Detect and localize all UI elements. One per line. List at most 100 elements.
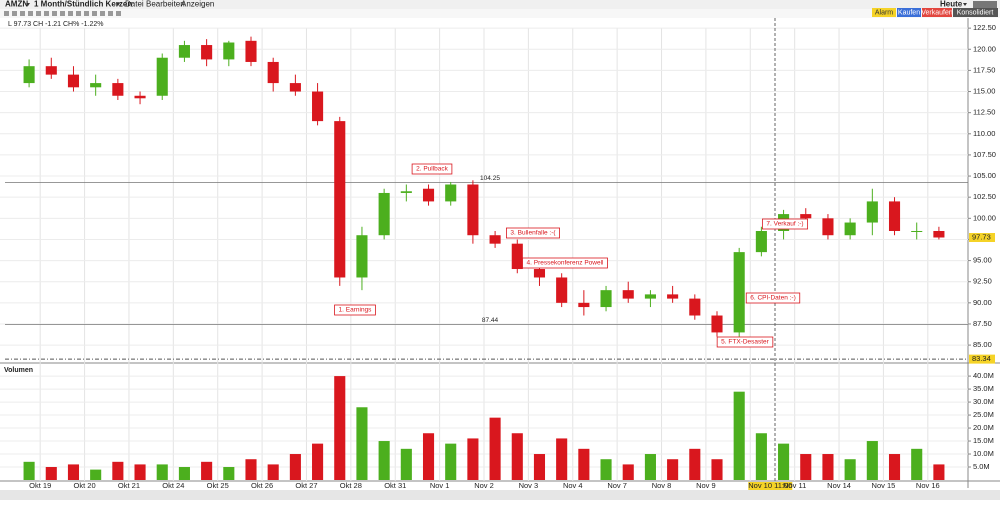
candle-body [400, 191, 412, 193]
y-tick-label: 5.0M [973, 462, 990, 471]
volume-bar [667, 459, 679, 480]
candle-body [578, 302, 590, 308]
annotation-label: 3. Bullenfalle :-( [510, 230, 556, 237]
dropdown-arrow [963, 3, 967, 6]
annotation-box [745, 292, 801, 304]
line-label: 104.25 [480, 175, 500, 182]
x-tick-label: Nov 16 [916, 481, 940, 490]
volume-bar [289, 454, 301, 480]
volume-bar [445, 443, 457, 480]
window-controls[interactable] [973, 1, 997, 8]
annotation: 7. Verkauf :-) [761, 218, 809, 230]
y-tick-label: 115.00 [973, 87, 995, 96]
sell-button[interactable] [922, 8, 952, 17]
volume-title: Volumen [4, 367, 33, 374]
volume-bar [511, 433, 523, 480]
y-tick-label: 92.50 [973, 277, 992, 286]
annotation-box [334, 304, 376, 316]
consolidated-label: Konsolidiert [957, 9, 994, 16]
annotation-box [522, 257, 608, 269]
line-label: 87.44 [482, 317, 499, 324]
price-info: L 97.73 CH -1.21 CH% -1.22% [8, 21, 103, 28]
menu-bar [0, 0, 1000, 9]
volume-bar [622, 464, 634, 480]
menu-item[interactable]: Datei [125, 0, 144, 9]
volume-bar [23, 461, 35, 480]
candle-body [733, 252, 745, 333]
x-tick-label: Nov 2 [474, 481, 494, 490]
y-tick-label: 15.0M [973, 436, 994, 445]
menu-item[interactable]: Anzeigen [181, 0, 214, 9]
alarm-button[interactable] [872, 8, 896, 17]
last-price-bg [969, 233, 995, 243]
y-tick-label: 10.0M [973, 449, 994, 458]
volume-bar [911, 448, 923, 480]
x-tick-label: Okt 26 [251, 481, 273, 490]
volume-bar [778, 443, 790, 480]
candle-body [755, 230, 767, 253]
volume-bar [156, 464, 168, 480]
volume-bar [888, 454, 901, 480]
y-tick-label: 85.00 [973, 340, 992, 349]
y-tick-label: 105.00 [973, 171, 996, 180]
dropdown-arrow [26, 3, 30, 6]
volume-bar [134, 464, 146, 480]
candle-body [223, 42, 235, 60]
candle-body [445, 184, 457, 202]
menu-item[interactable]: Bearbeiten [146, 0, 185, 9]
volume-bar [844, 459, 856, 480]
candle-body [600, 290, 612, 308]
candle-body [800, 214, 812, 219]
interval[interactable]: 1 Month/Stündlich Kerzen [34, 0, 132, 9]
volume-bar [45, 467, 57, 480]
annotation-label: 7. Verkauf :-) [766, 221, 803, 228]
x-tick-label: Nov 11 [783, 481, 806, 490]
volume-bar [866, 441, 878, 480]
candle-body [533, 269, 546, 278]
last-price-label: 97.73 [972, 232, 991, 241]
y-tick-label: 90.00 [973, 298, 992, 307]
candle-body [489, 235, 501, 244]
volume-bar [711, 459, 723, 480]
volume-bar [933, 464, 945, 480]
volume-bar [533, 454, 546, 480]
y-tick-label: 112.50 [973, 108, 995, 117]
y-tick-label: 95.00 [973, 256, 992, 265]
volume-bar [178, 467, 190, 480]
icon-bar [0, 9, 1000, 18]
x-tick-label: Okt 24 [162, 481, 184, 490]
x-tick-label: Nov 8 [652, 481, 672, 490]
y-tick-label: 107.50 [973, 150, 996, 159]
x-tick-label: Okt 21 [118, 481, 140, 490]
volume-bar [800, 454, 812, 480]
volume-bar [467, 438, 479, 480]
candle-body [23, 66, 35, 84]
volume-bar [245, 459, 257, 480]
annotation: 1. Earnings [334, 304, 376, 316]
volume-bar [356, 407, 368, 480]
y-tick-label: 100.00 [973, 213, 996, 222]
crosshair-label-bg [748, 482, 793, 490]
consolidated-button[interactable] [953, 8, 998, 17]
volume-bar [600, 459, 612, 480]
scrollbar[interactable] [0, 490, 1000, 500]
volume-bar [312, 443, 324, 480]
annotation: 5. FTX-Desaster [716, 336, 774, 348]
candle-body [312, 91, 324, 122]
candle-body [822, 218, 834, 236]
buy-button[interactable] [897, 8, 921, 17]
symbol[interactable]: AMZN [5, 0, 28, 9]
candle-body [356, 235, 368, 278]
annotation: 4. Pressekonferenz Powell [522, 257, 608, 269]
candle-body [334, 121, 346, 278]
range[interactable]: Heute [940, 0, 963, 9]
volume-bar [201, 461, 213, 480]
candle-body [933, 230, 945, 238]
dropdown-arrow [116, 3, 120, 6]
candle-body [644, 294, 656, 299]
volume-bar [400, 448, 412, 480]
annotation-label: 4. Pressekonferenz Powell [527, 260, 605, 267]
buy-label: Kaufen [898, 9, 920, 16]
candle-body [112, 83, 124, 96]
candle-body [90, 83, 102, 88]
